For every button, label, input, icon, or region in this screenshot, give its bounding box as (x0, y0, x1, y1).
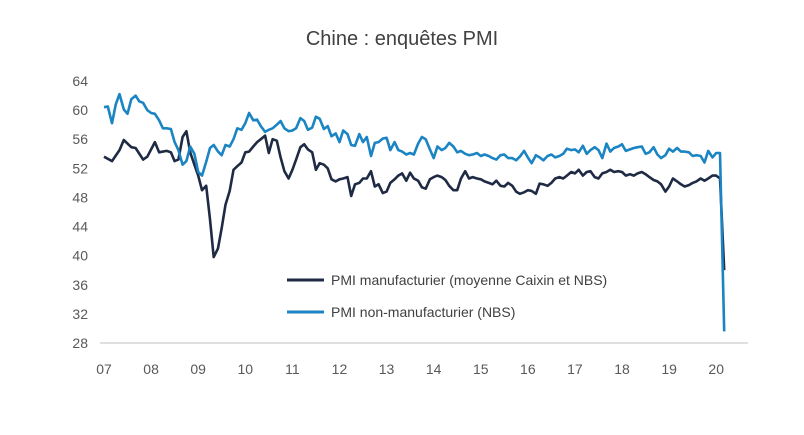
y-axis-ticks: 28 32 36 40 44 48 52 56 60 64 (72, 73, 88, 351)
legend: PMI manufacturier (moyenne Caixin et NBS… (287, 272, 607, 320)
x-tick-label: 10 (237, 361, 253, 377)
y-tick-label: 36 (72, 277, 88, 293)
x-tick-label: 09 (190, 361, 206, 377)
x-tick-label: 12 (332, 361, 348, 377)
x-tick-label: 17 (567, 361, 583, 377)
legend-label: PMI non-manufacturier (NBS) (331, 304, 515, 320)
y-tick-label: 48 (72, 189, 88, 205)
series-lines (103, 92, 726, 332)
x-tick-label: 19 (661, 361, 677, 377)
x-tick-label: 20 (708, 361, 724, 377)
x-tick-label: 07 (96, 361, 112, 377)
x-tick-label: 16 (520, 361, 536, 377)
x-tick-label: 13 (379, 361, 395, 377)
x-tick-label: 15 (473, 361, 489, 377)
y-tick-label: 44 (72, 219, 88, 235)
x-tick-label: 18 (614, 361, 630, 377)
y-tick-label: 40 (72, 248, 88, 264)
y-tick-label: 64 (72, 73, 88, 89)
legend-label: PMI manufacturier (moyenne Caixin et NBS… (331, 272, 607, 288)
series-line-non-manufacturing (103, 92, 726, 332)
x-tick-label: 11 (285, 361, 300, 377)
y-tick-label: 32 (72, 306, 88, 322)
x-tick-label: 08 (143, 361, 159, 377)
y-tick-label: 52 (72, 160, 88, 176)
x-tick-label: 14 (426, 361, 442, 377)
y-tick-label: 56 (72, 131, 88, 147)
chart-title: Chine : enquêtes PMI (305, 28, 499, 50)
series-line-manufacturing (103, 129, 726, 271)
y-tick-label: 28 (72, 335, 88, 351)
y-tick-label: 60 (72, 102, 88, 118)
x-axis-ticks: 07 08 09 10 11 12 13 14 15 16 17 18 19 20 (96, 361, 724, 377)
